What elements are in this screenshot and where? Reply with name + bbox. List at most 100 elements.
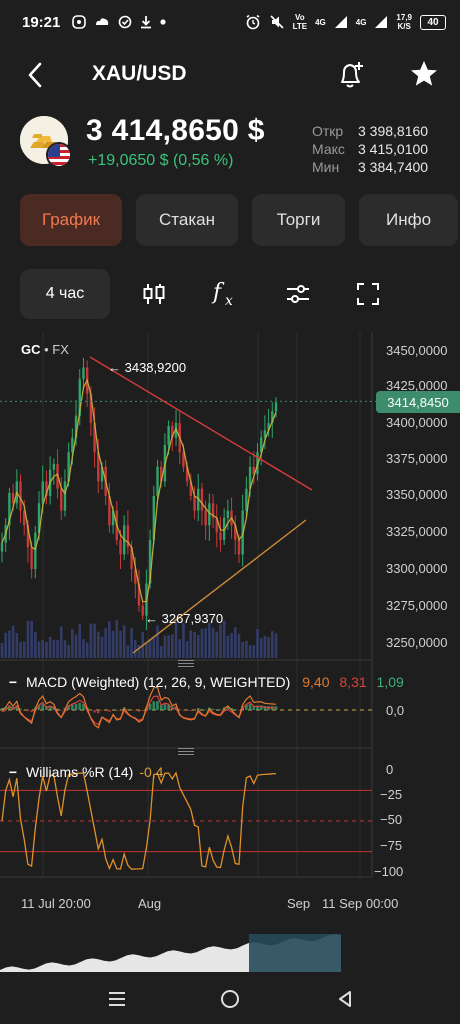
candle-body [156, 466, 159, 496]
volume-bar [115, 620, 119, 658]
price-change: +19,0650 $ (0,56 %) [88, 152, 234, 169]
chart-navigator[interactable] [0, 920, 460, 972]
volume-bar [230, 632, 233, 658]
signal-icon [374, 15, 388, 29]
back-button[interactable] [20, 60, 50, 90]
macd-histogram-bar [67, 705, 70, 710]
navigator-canvas[interactable] [0, 920, 460, 972]
macd-histogram-bar [245, 704, 248, 710]
us-flag-icon [46, 142, 72, 168]
tab-info[interactable]: Инфо [359, 194, 458, 246]
menu-icon [109, 992, 125, 1006]
chart-settings-button[interactable] [276, 272, 320, 316]
macd-histogram-bar [159, 705, 163, 710]
macd-histogram-bar [193, 710, 196, 711]
macd-histogram-bar [211, 708, 215, 710]
macd-histogram-bar [152, 701, 156, 710]
candle-body [108, 496, 111, 526]
high-annotation: ← 3438,9200 [108, 360, 187, 375]
volume-bar [59, 626, 63, 658]
macd-histogram-bar [148, 703, 152, 710]
macd-histogram-bar [59, 710, 63, 711]
alarm-icon [245, 14, 261, 30]
macd-histogram-bar [82, 704, 85, 710]
macd-histogram-bar [226, 706, 230, 710]
volume-bar [193, 631, 196, 658]
candle-body [111, 510, 115, 526]
candle-body [271, 411, 274, 423]
volume-bar [178, 639, 182, 658]
volume-bar [130, 627, 133, 658]
home-button[interactable] [215, 986, 245, 1012]
volume-bar [222, 620, 226, 658]
network-speed-label: 17,9 K/S [396, 13, 412, 31]
timeframe-button[interactable]: 4 час [20, 269, 110, 319]
pane-resize-handle[interactable] [178, 660, 194, 667]
recent-apps-button[interactable] [102, 986, 132, 1012]
y-axis-label: 3300,0000 [386, 561, 448, 576]
fullscreen-button[interactable] [346, 272, 390, 316]
navigator-window[interactable] [249, 934, 341, 972]
volume-bar [74, 634, 78, 658]
volume-bar [241, 641, 244, 658]
macd-histogram-bar [15, 705, 19, 710]
volume-bar [211, 627, 215, 658]
macd-histogram-bar [274, 706, 278, 710]
macd-histogram-bar [263, 705, 267, 710]
candle-body [171, 425, 174, 438]
collapse-macd-button[interactable]: − [8, 674, 18, 690]
macd-histogram-bar [96, 710, 100, 714]
chart-area[interactable]: GC • FX ← 3438,9200 ← 3267,9370 3414,845… [0, 332, 460, 920]
macd-histogram-bar [71, 704, 74, 710]
chart-type-button[interactable] [132, 272, 176, 316]
volume-bar [237, 633, 241, 658]
williams-axis-label: −100 [374, 864, 404, 879]
volume-bar [34, 631, 37, 658]
quote-block: 3 414,8650 $ +19,0650 $ (0,56 %) Откр 3 3… [0, 112, 460, 182]
macd-histogram-bar [167, 704, 170, 710]
macd-histogram-bar [48, 705, 52, 710]
volume-bar [15, 633, 19, 658]
system-back-button[interactable] [330, 986, 360, 1012]
volume-bar [30, 621, 33, 658]
macd-histogram-bar [0, 708, 4, 710]
volume-bar [189, 630, 193, 658]
y-axis-label: 3350,0000 [386, 487, 448, 502]
candle-body [41, 481, 44, 504]
tab-chart[interactable]: График [20, 194, 122, 246]
volume-bar [133, 640, 137, 658]
volume-bar [45, 642, 48, 658]
add-alert-button[interactable] [336, 58, 368, 92]
candle-body [37, 503, 41, 533]
candle-body [26, 525, 30, 548]
volume-bar [252, 645, 256, 658]
candle-body [8, 493, 11, 526]
macd-histogram-bar [41, 703, 45, 710]
macd-histogram-bar [111, 709, 115, 710]
symbol-title: XAU/USD [92, 62, 187, 85]
moving-average-line [1, 378, 277, 603]
volume-bar [119, 630, 122, 658]
dot-icon [160, 19, 166, 25]
signal-icon [334, 15, 348, 29]
candle-body [245, 488, 248, 511]
candle-body [185, 466, 189, 482]
macd-histogram-bar [93, 710, 96, 713]
williams-axis-label: −50 [380, 812, 403, 827]
tab-trades[interactable]: Торги [252, 194, 345, 246]
favorite-button[interactable] [408, 58, 440, 92]
williams-value: -0,4 [139, 764, 164, 780]
macd-histogram-bar [126, 709, 130, 710]
tab-order-book[interactable]: Стакан [136, 194, 238, 246]
chart-exchange: • FX [44, 342, 69, 357]
macd-histogram-bar [30, 710, 33, 712]
macd-histogram-bar [115, 710, 119, 711]
volume-bar [267, 637, 270, 658]
pane-resize-handle[interactable] [178, 748, 194, 755]
volume-bar [226, 635, 230, 658]
candle-body [208, 503, 211, 526]
candle-body [141, 605, 144, 616]
volume-bar [56, 639, 59, 658]
collapse-williams-button[interactable]: − [8, 764, 18, 780]
